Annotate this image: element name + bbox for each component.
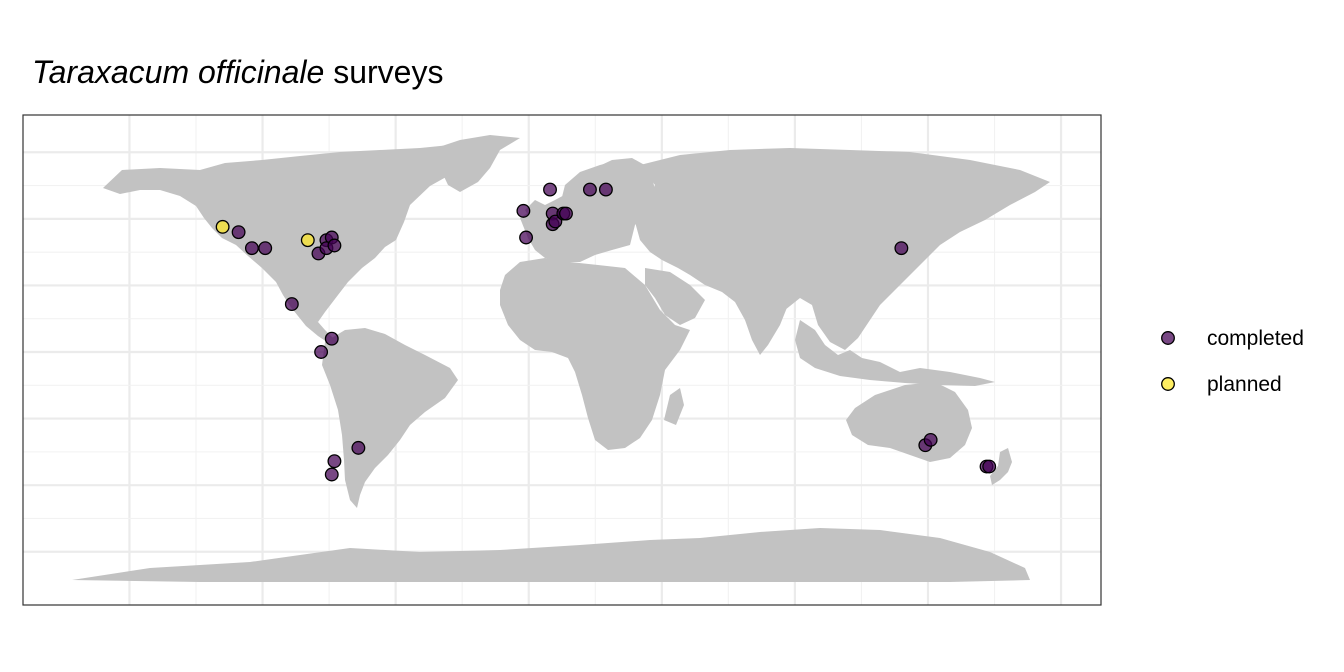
survey-points [215, 182, 997, 482]
panel-border [22, 114, 1102, 606]
land-british-isles [525, 200, 545, 222]
legend-label-planned: planned [1207, 373, 1282, 396]
survey-point-completed [982, 459, 997, 474]
legend-label-completed: completed [1207, 327, 1304, 350]
legend-item-completed: completed [1161, 327, 1304, 350]
chart-title: Taraxacum officinale surveys [32, 54, 443, 90]
land-arabia [645, 268, 705, 325]
survey-point-completed [327, 238, 342, 253]
survey-point-completed [258, 241, 273, 256]
survey-point-completed [598, 182, 613, 197]
survey-point-completed [582, 182, 597, 197]
legend-item-planned: planned [1161, 373, 1282, 396]
survey-point-completed [324, 467, 339, 482]
legend-swatch-planned [1161, 377, 1175, 391]
survey-point-completed [543, 182, 557, 197]
survey-point-completed [284, 297, 299, 312]
land-south-america [322, 328, 458, 508]
land-greenland [430, 135, 520, 192]
survey-point-completed [324, 331, 339, 346]
survey-point-completed [327, 454, 342, 469]
land-africa [500, 258, 690, 450]
survey-point-completed [351, 440, 366, 455]
land-india [740, 285, 790, 355]
map-panel [22, 114, 1102, 606]
land-antarctica [72, 528, 1030, 582]
survey-point-completed [231, 225, 246, 240]
land-new-zealand [990, 448, 1012, 485]
land-southeast-asia [795, 320, 995, 386]
survey-point-completed [244, 241, 259, 256]
land-australia [846, 382, 972, 462]
title-suffix: surveys [324, 54, 443, 90]
survey-point-completed [923, 432, 938, 447]
land-madagascar [664, 388, 684, 425]
survey-point-completed [894, 241, 909, 256]
legend: completed planned [1161, 327, 1304, 396]
land-north-america [103, 140, 500, 322]
survey-point-planned [300, 233, 315, 248]
survey-point-completed [314, 345, 329, 359]
legend-swatch-completed [1161, 331, 1175, 345]
survey-point-completed [516, 203, 531, 218]
survey-point-completed [519, 230, 534, 245]
survey-point-planned [215, 219, 230, 234]
title-species: Taraxacum officinale [32, 54, 324, 90]
survey-point-completed [559, 206, 573, 221]
land-asia [635, 148, 1050, 350]
land-japan [895, 215, 930, 268]
